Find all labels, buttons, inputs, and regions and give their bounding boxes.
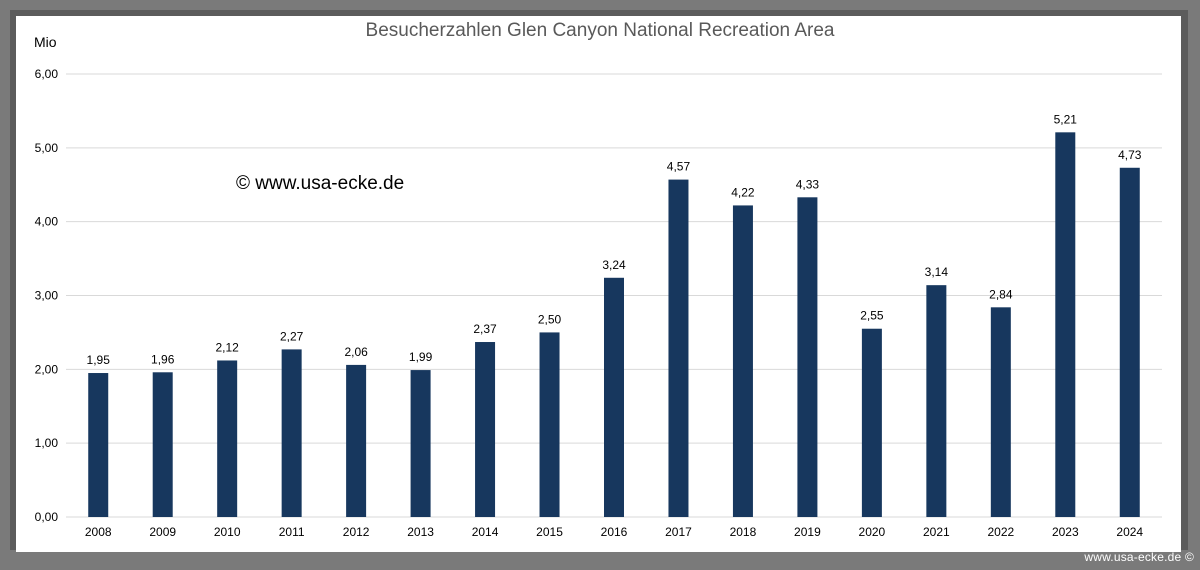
x-tick-label: 2023 [1052, 525, 1079, 539]
bar-2011 [281, 349, 302, 517]
data-label: 1,96 [151, 352, 175, 366]
data-label: 2,84 [989, 287, 1013, 301]
data-label: 5,21 [1054, 112, 1078, 126]
bar-2015 [539, 332, 560, 517]
y-tick-label: 1,00 [35, 436, 59, 450]
data-label: 4,73 [1118, 148, 1142, 162]
bar-2009 [152, 372, 173, 517]
bar-2021 [926, 285, 947, 517]
x-tick-label: 2017 [665, 525, 692, 539]
data-label: 2,37 [473, 322, 497, 336]
copyright-note: © www.usa-ecke.de [236, 173, 405, 194]
bar-2018 [732, 205, 753, 517]
data-label: 2,55 [860, 309, 884, 323]
x-axis-ticks: 2008 2009 2010 2011 2012 2013 2014 2015 2016 2017… [85, 525, 1144, 539]
x-tick-label: 2024 [1116, 525, 1143, 539]
bar-2020 [861, 328, 882, 517]
x-tick-label: 2022 [987, 525, 1014, 539]
data-label: 1,99 [409, 350, 433, 364]
y-tick-label: 6,00 [35, 67, 59, 81]
data-label: 2,12 [215, 340, 239, 354]
x-tick-label: 2013 [407, 525, 434, 539]
y-tick-label: 4,00 [35, 215, 59, 229]
bar-2023 [1055, 132, 1076, 517]
bar-2024 [1119, 167, 1140, 518]
bar-2008 [88, 373, 109, 517]
bar-2010 [217, 360, 238, 517]
data-label: 4,57 [667, 160, 691, 174]
data-label: 2,50 [538, 312, 562, 326]
y-tick-label: 2,00 [35, 362, 59, 376]
x-tick-label: 2008 [85, 525, 112, 539]
x-tick-label: 2012 [343, 525, 370, 539]
bar-2013 [410, 370, 431, 517]
y-tick-label: 5,00 [35, 141, 59, 155]
x-tick-label: 2018 [730, 525, 757, 539]
data-labels: 1,95 1,96 2,12 2,27 2,06 1,99 2,37 2,50 3,24 4,57… [87, 112, 1142, 367]
watermark: www.usa-ecke.de © [1084, 550, 1194, 564]
chart-panel [16, 16, 1181, 552]
x-tick-label: 2021 [923, 525, 950, 539]
y-axis-ticks: 0,00 1,00 2,00 3,00 4,00 5,00 6,00 [35, 67, 59, 524]
x-tick-label: 2015 [536, 525, 563, 539]
bar-2017 [668, 179, 689, 517]
data-label: 1,95 [87, 353, 111, 367]
bars [88, 132, 1140, 518]
data-label: 4,33 [796, 177, 820, 191]
x-tick-label: 2011 [279, 525, 305, 539]
data-label: 3,14 [925, 265, 949, 279]
x-tick-label: 2016 [601, 525, 628, 539]
x-tick-label: 2009 [149, 525, 176, 539]
bar-2022 [990, 307, 1011, 517]
bar-2019 [797, 197, 818, 517]
x-tick-label: 2019 [794, 525, 821, 539]
x-tick-label: 2020 [859, 525, 886, 539]
y-tick-label: 0,00 [35, 510, 59, 524]
data-label: 3,24 [602, 258, 626, 272]
bar-2016 [604, 277, 624, 517]
y-axis-unit-label: Mio [34, 34, 57, 50]
x-tick-label: 2014 [472, 525, 499, 539]
bar-2014 [475, 342, 496, 517]
data-label: 2,27 [280, 329, 304, 343]
y-tick-label: 3,00 [35, 289, 59, 303]
x-tick-label: 2010 [214, 525, 241, 539]
bar-2012 [346, 364, 367, 517]
chart-title: Besucherzahlen Glen Canyon National Recr… [365, 20, 835, 41]
data-label: 2,06 [344, 345, 368, 359]
data-label: 4,22 [731, 185, 755, 199]
